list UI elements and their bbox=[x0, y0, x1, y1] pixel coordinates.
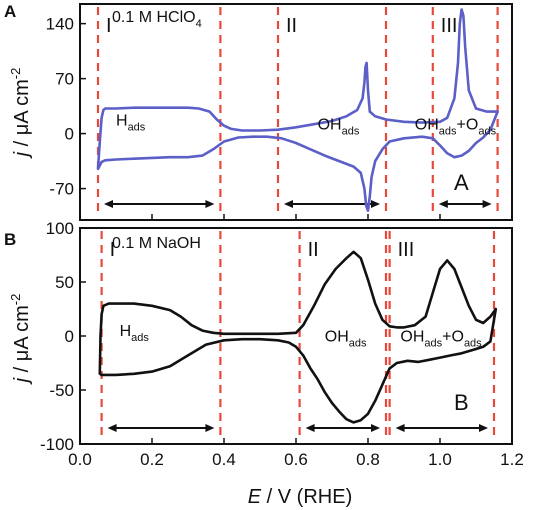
adsorbate-annotation: Hads bbox=[116, 113, 146, 134]
panel-a-cv-curve bbox=[96, 8, 499, 212]
panel-a-ylabel-sup: -2 bbox=[8, 68, 23, 80]
y-tick-label: -70 bbox=[49, 180, 74, 199]
adsorbate-annotation: OHads+Oads bbox=[400, 328, 482, 349]
panel-a-y-ticks: -70 0 70 140 bbox=[46, 15, 86, 199]
region-label: I bbox=[110, 239, 116, 261]
region-label: III bbox=[398, 239, 415, 261]
x-tick-label: 0.8 bbox=[356, 450, 380, 469]
cv-series-line bbox=[98, 250, 498, 424]
region-arrow-head-left bbox=[107, 424, 117, 432]
x-tick-label: 0.0 bbox=[68, 450, 92, 469]
region-label: II bbox=[286, 15, 297, 37]
x-tick-label: 1.2 bbox=[500, 450, 524, 469]
x-tick-label: 0.4 bbox=[212, 450, 236, 469]
region-label: I bbox=[106, 15, 112, 37]
adsorbate-annotation: OHads bbox=[318, 117, 360, 138]
x-axis-label: E / V (RHE) bbox=[248, 486, 352, 508]
panel-a-electrolyte-sub: 4 bbox=[196, 18, 202, 30]
panel-b-electrolyte-main: 0.1 M NaOH bbox=[112, 235, 201, 252]
y-tick-label: 0 bbox=[65, 327, 74, 346]
panel-b-y-ticks: -100 -50 0 50 100 bbox=[40, 219, 86, 454]
region-arrow-head-right bbox=[371, 424, 380, 432]
region-arrow-head-left bbox=[104, 200, 113, 208]
region-arrow-head-right bbox=[371, 200, 380, 208]
region-arrow-head-left bbox=[284, 200, 293, 208]
y-tick-label: -50 bbox=[49, 381, 74, 400]
panel-a-annotations: Hads OHads OHads+Oads bbox=[116, 113, 497, 138]
panel-b-ylabel: j / μA cm-2 bbox=[8, 294, 33, 386]
x-axis-label-main: E bbox=[248, 486, 262, 508]
panel-b-electrolyte: 0.1 M NaOH bbox=[112, 235, 201, 252]
region-arrow-head-right bbox=[482, 200, 492, 208]
panel-a-regions: I II III bbox=[96, 7, 499, 217]
region-arrow-head-right bbox=[205, 424, 215, 432]
panel-a-ylabel: j / μA cm-2 bbox=[8, 68, 33, 160]
x-tick-label: 1.0 bbox=[428, 450, 452, 469]
y-tick-label: 100 bbox=[46, 219, 74, 238]
x-axis-label-rest: / V (RHE) bbox=[261, 486, 352, 508]
panel-a-electrolyte: 0.1 M HClO4 bbox=[112, 9, 202, 30]
x-tick-label: 0.2 bbox=[140, 450, 164, 469]
y-tick-label: -100 bbox=[40, 435, 74, 454]
cv-series-line bbox=[96, 8, 499, 212]
panel-a-ylabel-rest: / μA cm bbox=[11, 79, 33, 152]
panel-b-cv-curve bbox=[98, 250, 498, 424]
adsorbate-annotation: Hads bbox=[120, 323, 150, 344]
panel-a-letter: A bbox=[4, 2, 16, 21]
panel-a-electrolyte-main: 0.1 M HClO bbox=[112, 9, 196, 26]
y-tick-label: 0 bbox=[65, 125, 74, 144]
adsorbate-annotation: OHads+Oads bbox=[415, 117, 497, 138]
panel-b-ylabel-main: j bbox=[11, 377, 33, 385]
panel-b-annotations: Hads OHads OHads+Oads bbox=[120, 323, 483, 349]
panel-b-label: B bbox=[454, 390, 469, 415]
region-label: III bbox=[441, 15, 458, 37]
panel-a-label: A bbox=[454, 170, 469, 195]
x-axis-ticks: 0.0 0.2 0.4 0.6 0.8 1.0 1.2 bbox=[68, 214, 524, 469]
panel-b-letter: B bbox=[4, 230, 16, 249]
adsorbate-annotation: OHads bbox=[325, 328, 367, 349]
panel-b-ylabel-sup: -2 bbox=[8, 294, 23, 306]
region-arrow-head-left bbox=[438, 200, 448, 208]
region-arrow-head-left bbox=[395, 424, 405, 432]
x-tick-label: 0.6 bbox=[284, 450, 308, 469]
panel-b-ylabel-rest: / μA cm bbox=[11, 305, 33, 378]
panel-a-ylabel-main: j bbox=[11, 151, 33, 159]
region-arrow-head-left bbox=[305, 424, 315, 432]
y-tick-label: 50 bbox=[55, 273, 74, 292]
region-arrow-head-right bbox=[205, 200, 215, 208]
y-tick-label: 70 bbox=[55, 70, 74, 89]
panel-b-regions: I II III bbox=[100, 231, 496, 441]
region-label: II bbox=[308, 239, 319, 261]
region-arrow-head-right bbox=[479, 424, 488, 432]
y-tick-label: 140 bbox=[46, 15, 74, 34]
